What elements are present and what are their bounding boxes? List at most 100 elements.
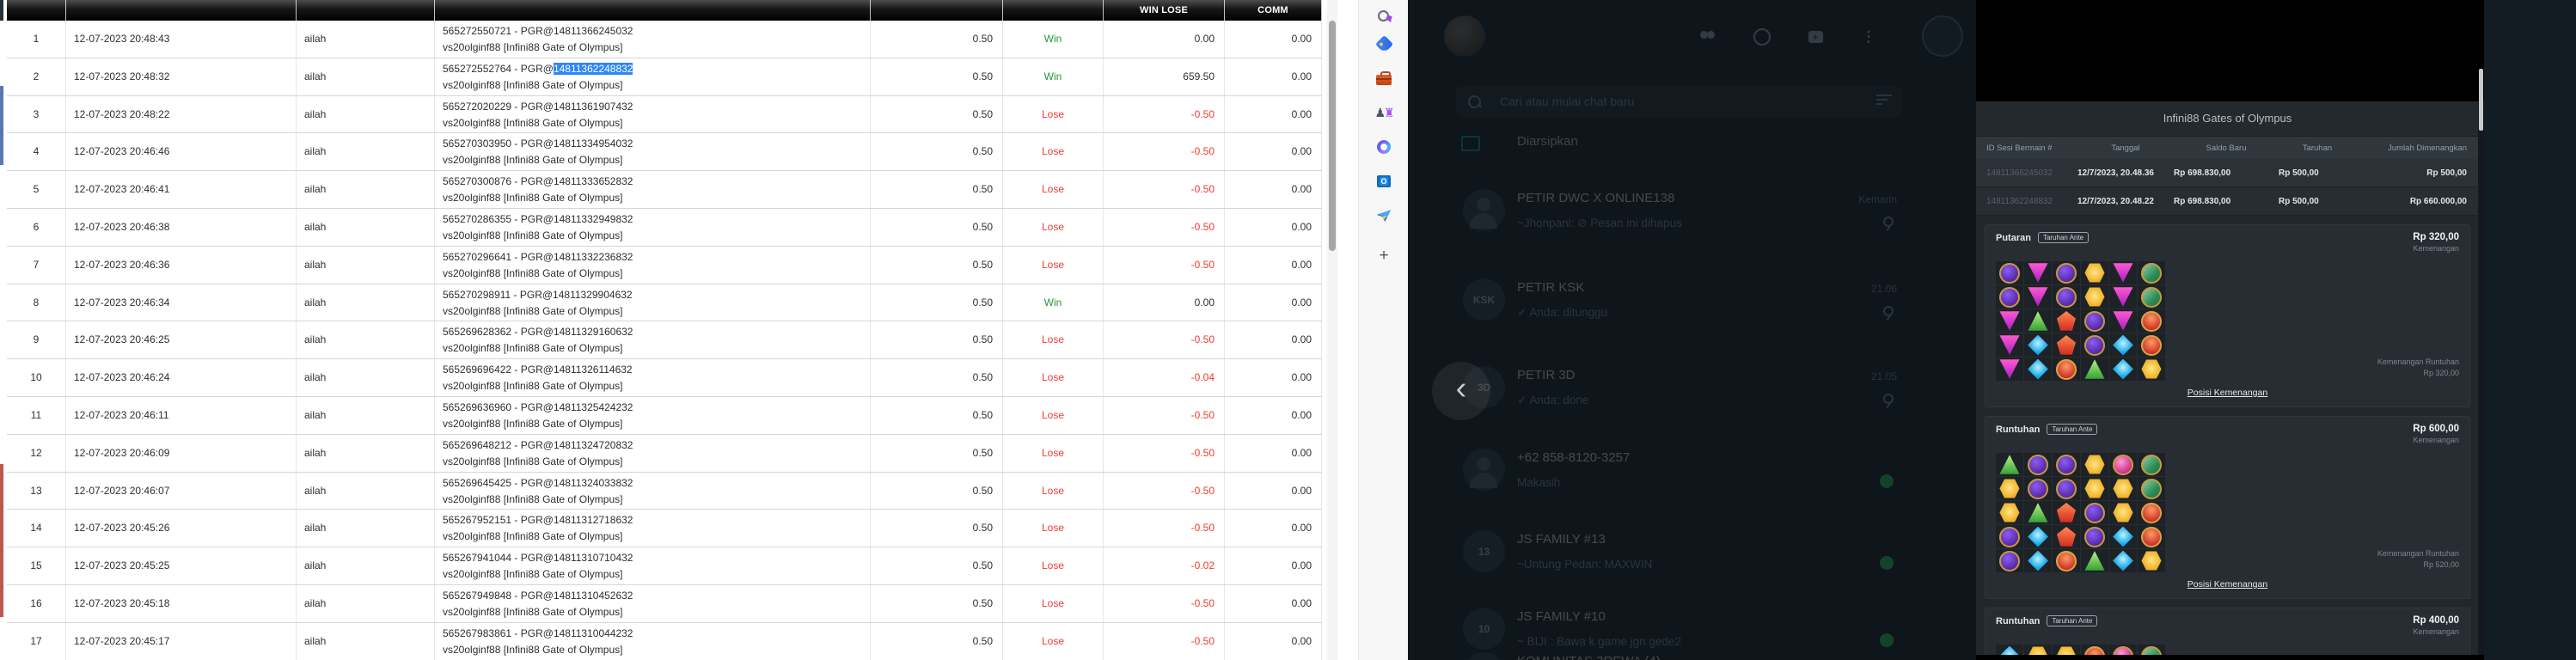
row-number: 5 bbox=[7, 171, 66, 208]
cell-information: 565270303950 - PGR@14811334954032 vs20olg… bbox=[435, 133, 871, 171]
sidebar-outlook-button[interactable] bbox=[1369, 168, 1398, 194]
replay-title: Infini88 Gates of Olympus bbox=[1976, 101, 2479, 137]
table-row[interactable]: 7 12-07-2023 20:46:36 ailah 565270296641 - … bbox=[7, 246, 1322, 284]
archived-chats-row[interactable]: Diarsipkan bbox=[1408, 129, 1976, 167]
cell-time: 12-07-2023 20:46:36 bbox=[66, 246, 297, 284]
session-header-2: Saldo Baru bbox=[2206, 143, 2247, 153]
section-header-left: Putaran Taruhan Ante bbox=[1996, 232, 2090, 243]
chat-list-item[interactable]: 3D PETIR 3D ✓ Anda: done 21.05 bbox=[1408, 364, 1976, 430]
table-row[interactable]: 4 12-07-2023 20:46:46 ailah 565270303950 - … bbox=[7, 133, 1322, 172]
row-number: 2 bbox=[7, 58, 66, 95]
grid-cell bbox=[2138, 285, 2165, 309]
sidebar-search-button[interactable] bbox=[1369, 3, 1398, 29]
cell-turnover: 0.50 bbox=[871, 321, 1003, 359]
group-logo-avatar bbox=[1922, 15, 1963, 57]
sidebar-tools-button[interactable] bbox=[1369, 65, 1398, 91]
panel-scrollbar-track[interactable] bbox=[2478, 101, 2484, 655]
new-chat-button[interactable] bbox=[1804, 26, 1826, 48]
table-row[interactable]: 13 12-07-2023 20:46:07 ailah 565269645425 -… bbox=[7, 472, 1322, 510]
dia-symbol-icon bbox=[2028, 526, 2048, 547]
cell-turnover: 0.50 bbox=[871, 510, 1003, 547]
table-row[interactable]: 12 12-07-2023 20:46:09 ailah 565269648212 -… bbox=[7, 434, 1322, 473]
cell-time: 12-07-2023 20:48:32 bbox=[66, 58, 297, 95]
profile-avatar[interactable] bbox=[1444, 15, 1485, 57]
chat-list-item[interactable]: KOMUNITAS 3REWA (4) bbox=[1408, 651, 1976, 660]
chat-preview: Makasih bbox=[1517, 476, 1561, 489]
sidebar-shopping-button[interactable] bbox=[1369, 31, 1398, 57]
egg-symbol-icon bbox=[2113, 645, 2133, 655]
ring-symbol-icon bbox=[1999, 550, 2020, 571]
section-label: Runtuhan bbox=[1996, 615, 2041, 626]
row-number: 3 bbox=[7, 95, 66, 133]
replay-section: Putaran Taruhan Ante Rp 320,00 Kemenangan Ke… bbox=[1985, 224, 2470, 407]
panel-scrollbar-thumb[interactable] bbox=[2479, 69, 2483, 131]
cell-username: ailah bbox=[297, 95, 435, 133]
table-row[interactable]: 17 12-07-2023 20:45:17 ailah 565267983861 -… bbox=[7, 622, 1322, 660]
chat-list-item[interactable]: PETIR DWC X ONLINE138 ~Jhonpani: ⊘ Pesan … bbox=[1408, 187, 1976, 253]
filter-chats-icon[interactable] bbox=[1876, 95, 1892, 107]
table-row[interactable]: 16 12-07-2023 20:45:18 ailah 565267949848 -… bbox=[7, 584, 1322, 623]
ring-symbol-icon bbox=[2056, 262, 2077, 284]
ring-symbol-icon bbox=[2084, 334, 2105, 356]
section-win-label: Kemenangan bbox=[2413, 244, 2459, 253]
sidebar-drop-button[interactable] bbox=[1369, 203, 1398, 229]
row-number: 4 bbox=[7, 133, 66, 171]
table-row[interactable]: 5 12-07-2023 20:46:41 ailah 565270300876 - … bbox=[7, 171, 1322, 209]
tgr-symbol-icon bbox=[2028, 311, 2048, 331]
table-row[interactable]: 9 12-07-2023 20:46:25 ailah 565269628362 - … bbox=[7, 321, 1322, 360]
game-line: vs20olginf88 [Infini88 Gate of Olympus] bbox=[443, 643, 623, 656]
table-row[interactable]: 15 12-07-2023 20:45:25 ailah 565267941044 -… bbox=[7, 547, 1322, 585]
chat-avatar: 13 bbox=[1463, 530, 1505, 572]
cell-turnover: 0.50 bbox=[871, 396, 1003, 434]
header-cell bbox=[7, 0, 66, 21]
table-row[interactable]: 10 12-07-2023 20:46:24 ailah 565269696422 -… bbox=[7, 359, 1322, 397]
chat-search-input[interactable]: Cari atau mulai chat baru bbox=[1456, 86, 1903, 117]
grid-cell bbox=[2109, 453, 2137, 476]
page-scrollbar[interactable] bbox=[1327, 0, 1337, 660]
table-row[interactable]: 2 12-07-2023 20:48:32 ailah 565272552764 - … bbox=[7, 58, 1322, 96]
header-label-turnover: TURNOVER bbox=[917, 0, 970, 3]
tumble-win: Kemenangan Runtuhan Rp 520,00 bbox=[2377, 548, 2459, 572]
back-button[interactable]: ‹ bbox=[1432, 362, 1490, 420]
cell-time: 12-07-2023 20:46:41 bbox=[66, 171, 297, 208]
communities-button[interactable] bbox=[1698, 26, 1720, 48]
leaf-symbol-icon bbox=[2141, 262, 2162, 284]
session-row[interactable]: 14811366245032 12/7/2023, 20.48.36 Rp 698.… bbox=[1976, 159, 2479, 187]
table-row[interactable]: 1 12-07-2023 20:48:43 ailah 565272550721 - … bbox=[7, 21, 1322, 58]
grid-cell bbox=[2109, 549, 2137, 572]
grid-cell bbox=[2109, 285, 2137, 309]
section-header: Putaran Taruhan Ante Rp 320,00 Kemenangan bbox=[1996, 232, 2459, 253]
sidebar-games-button[interactable]: ♟♜ bbox=[1369, 100, 1398, 125]
search-placeholder: Cari atau mulai chat baru bbox=[1500, 95, 1635, 108]
game-line: vs20olginf88 [Infini88 Gate of Olympus] bbox=[443, 605, 623, 618]
sidebar-m365-button[interactable] bbox=[1369, 134, 1398, 160]
tpk-symbol-icon bbox=[1999, 311, 2020, 331]
section-header: Runtuhan Taruhan Ante Rp 400,00 Kemenangan bbox=[1996, 615, 2459, 636]
chat-list-item[interactable]: +62 858-8120-3257 Makasih bbox=[1408, 447, 1976, 512]
hex-symbol-icon bbox=[2084, 479, 2105, 498]
menu-button[interactable]: ⋮ bbox=[1857, 26, 1880, 48]
cell-winlose: -0.50 bbox=[1104, 133, 1225, 171]
cell-comm: 0.00 bbox=[1225, 58, 1322, 95]
session-row[interactable]: 14811362248832 12/7/2023, 20.48.22 Rp 698.… bbox=[1976, 187, 2479, 216]
cup-symbol-icon bbox=[2056, 358, 2077, 380]
cell-status: Win bbox=[1003, 21, 1104, 58]
tpk-symbol-icon bbox=[2028, 287, 2048, 307]
chat-list-item[interactable]: 10 JS FAMILY #10 ~ BIJI : Bawa k game jgn … bbox=[1408, 606, 1976, 660]
status-button[interactable] bbox=[1751, 26, 1773, 48]
section-header-left: Runtuhan Taruhan Ante bbox=[1996, 424, 2098, 435]
table-row[interactable]: 3 12-07-2023 20:48:22 ailah 565272020229 - … bbox=[7, 95, 1322, 134]
table-row[interactable]: 11 12-07-2023 20:46:11 ailah 565269636960 -… bbox=[7, 396, 1322, 435]
winning-positions-link[interactable]: Posisi Kemenangan bbox=[2187, 388, 2268, 398]
chat-list-item[interactable]: 13 JS FAMILY #13 ~Untung Pedan: MAXWIN bbox=[1408, 529, 1976, 594]
archive-icon bbox=[1461, 136, 1480, 151]
cell-status: Lose bbox=[1003, 208, 1104, 246]
table-row[interactable]: 14 12-07-2023 20:45:26 ailah 565267952151 -… bbox=[7, 510, 1322, 548]
table-row[interactable]: 6 12-07-2023 20:46:38 ailah 565270286355 - … bbox=[7, 208, 1322, 247]
cell-username: ailah bbox=[297, 547, 435, 584]
page-scrollbar-thumb[interactable] bbox=[1329, 21, 1336, 251]
chat-list-item[interactable]: KSK PETIR KSK ✓ Anda: ditunggu 21.06 bbox=[1408, 277, 1976, 342]
table-row[interactable]: 8 12-07-2023 20:46:34 ailah 565270298911 - … bbox=[7, 284, 1322, 322]
winning-positions-link[interactable]: Posisi Kemenangan bbox=[2187, 579, 2268, 590]
sidebar-add-button[interactable]: + bbox=[1369, 242, 1398, 268]
